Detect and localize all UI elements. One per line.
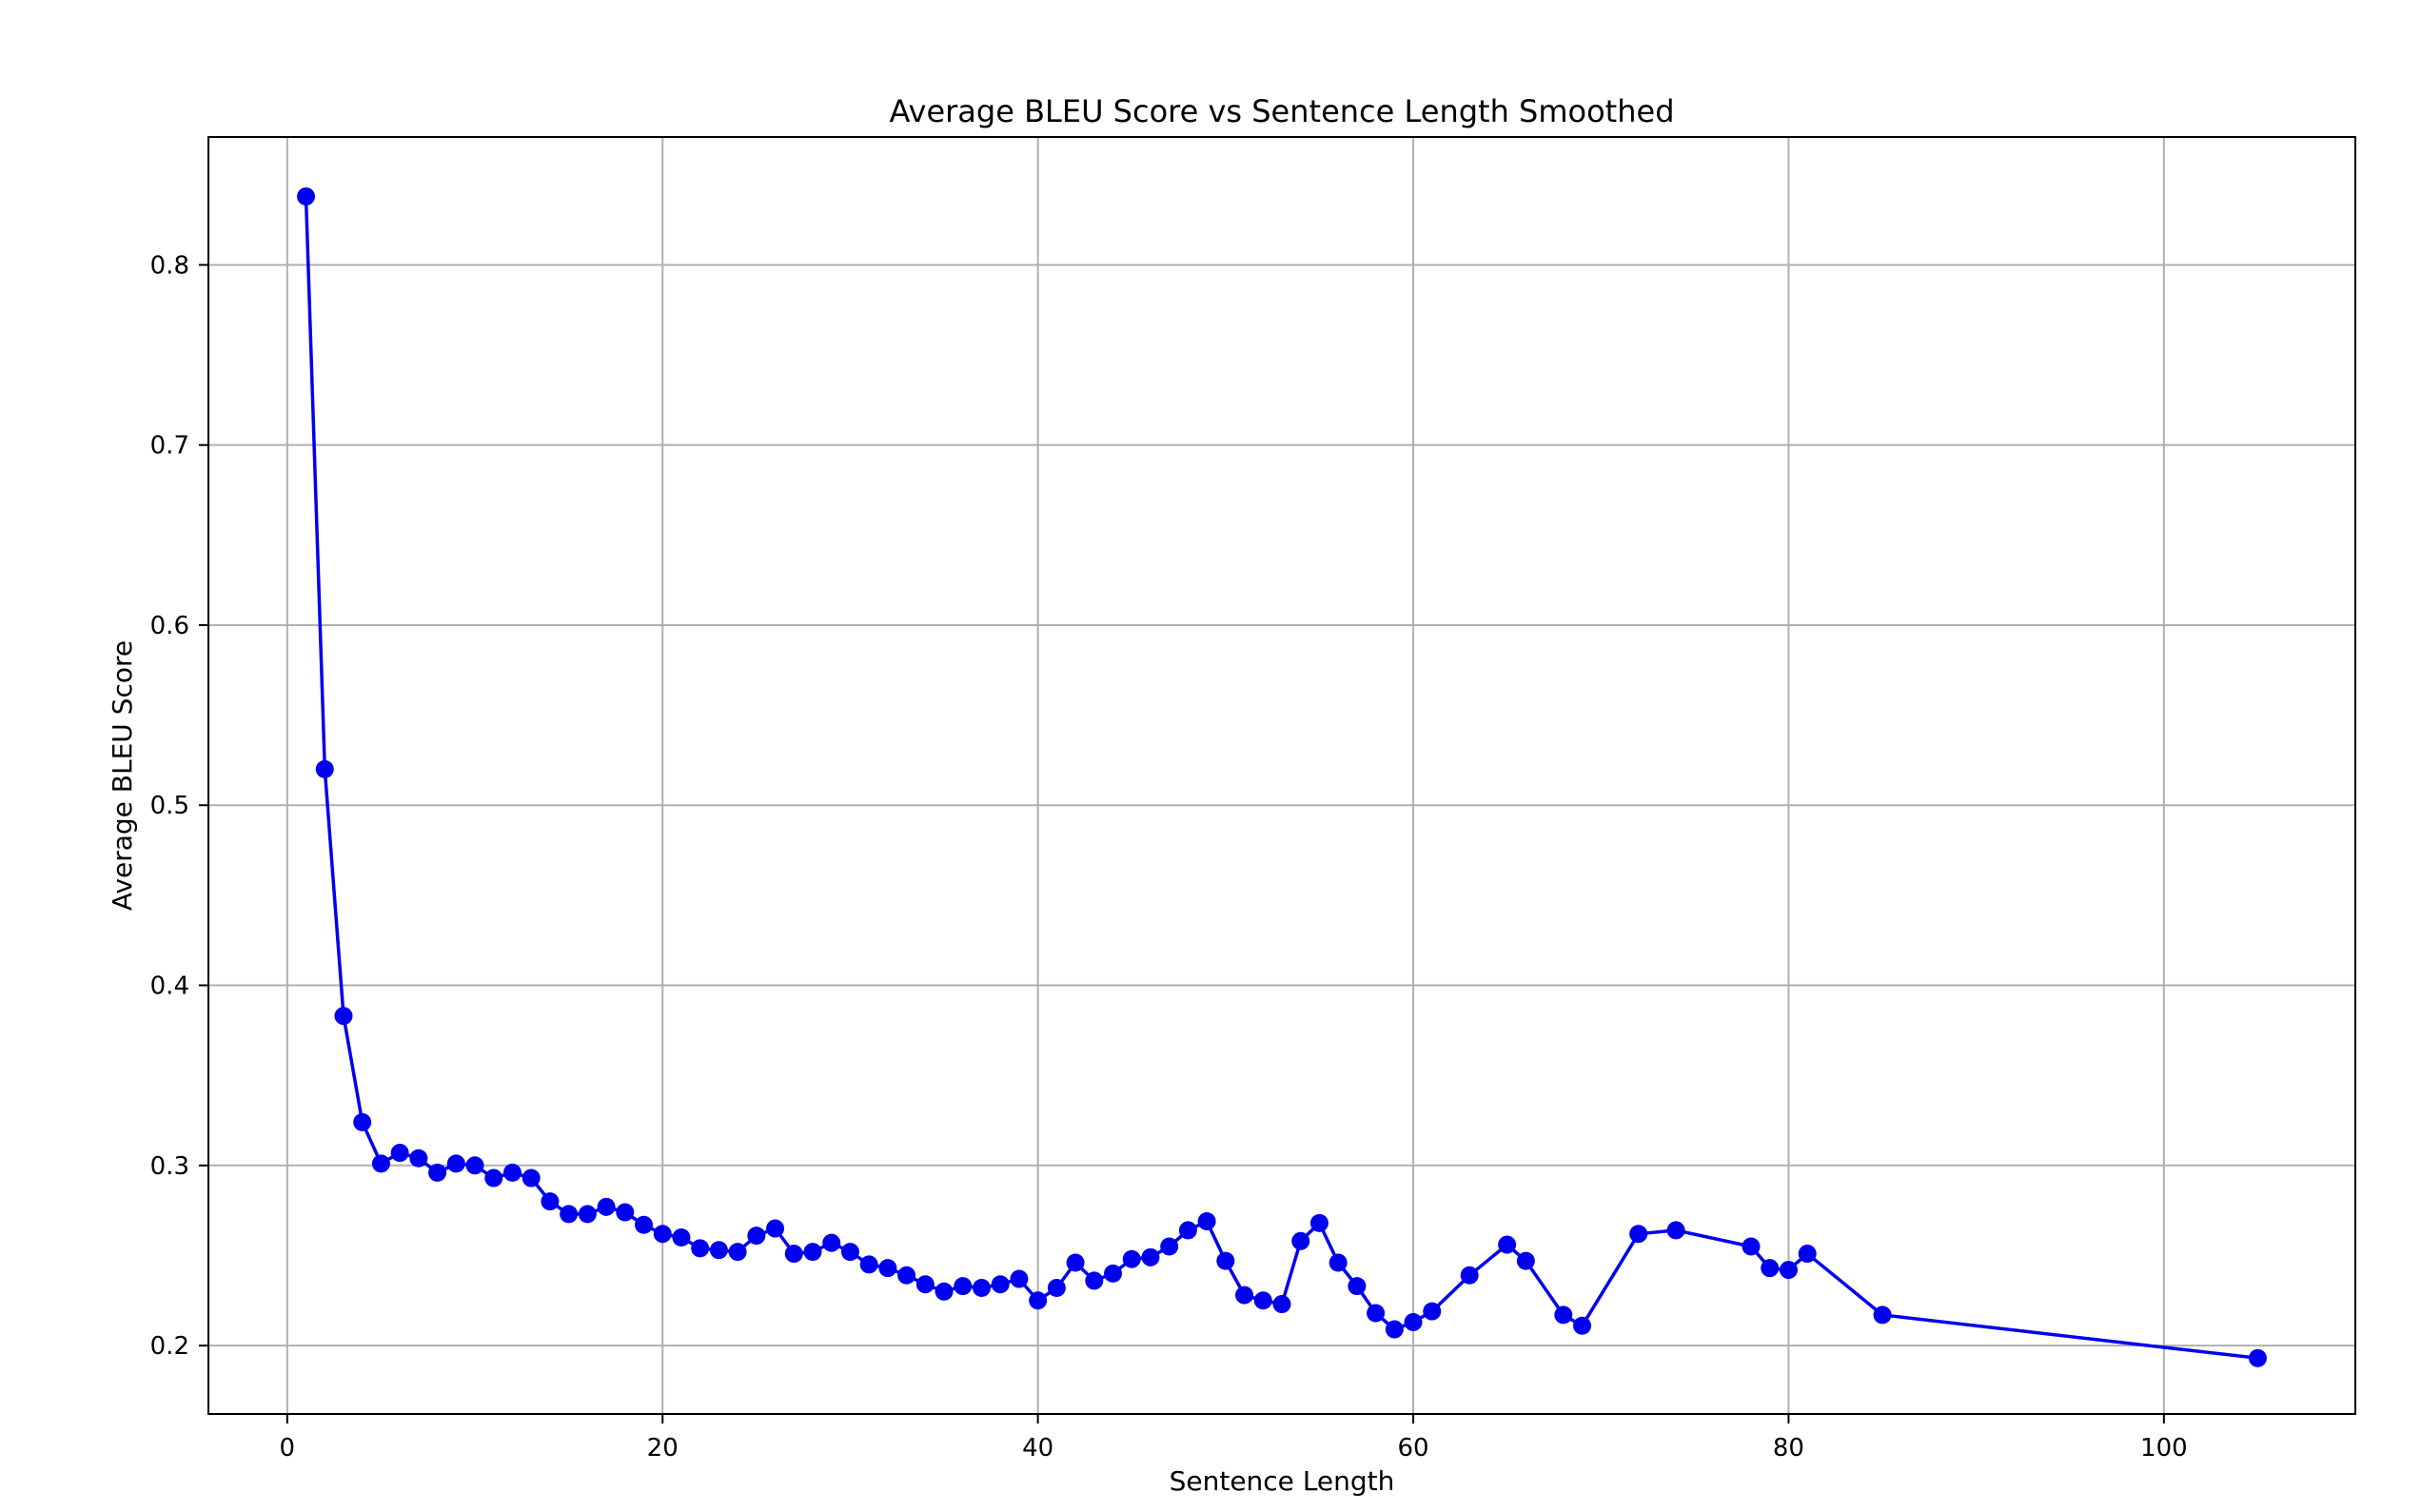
data-point: [616, 1203, 635, 1222]
data-point: [709, 1241, 728, 1260]
data-point: [1047, 1279, 1066, 1298]
x-tick-label: 0: [280, 1434, 296, 1463]
y-axis-label: Average BLEU Score: [107, 640, 138, 911]
y-tick-label: 0.5: [150, 792, 189, 820]
data-point: [1554, 1306, 1573, 1325]
data-point: [1873, 1306, 1892, 1325]
data-point: [297, 187, 316, 206]
data-point: [897, 1266, 916, 1285]
data-point: [1178, 1221, 1197, 1240]
data-point: [915, 1275, 935, 1294]
ticks: 0 20 40 60 80 100 0.2 0.3 0.4 0.5 0.6 0.7 0.8: [150, 251, 2188, 1463]
data-point: [1385, 1320, 1404, 1339]
data-point: [859, 1255, 878, 1274]
data-point: [1404, 1312, 1423, 1331]
data-point: [1516, 1251, 1535, 1270]
data-point: [1253, 1291, 1272, 1310]
data-point: [1742, 1237, 1761, 1256]
data-point: [353, 1112, 372, 1131]
data-point: [1309, 1213, 1329, 1232]
data-point: [822, 1233, 841, 1252]
data-point: [1216, 1251, 1235, 1270]
data-point: [1761, 1259, 1780, 1278]
data-point: [1085, 1271, 1104, 1290]
y-tick-label: 0.2: [150, 1332, 189, 1361]
data-point: [784, 1245, 803, 1264]
plot-frame: [207, 136, 2356, 1415]
data-point: [691, 1239, 710, 1258]
data-point: [1122, 1249, 1141, 1268]
data-point: [991, 1275, 1010, 1294]
data-point: [1141, 1247, 1160, 1267]
data-point: [1666, 1221, 1685, 1240]
data-point: [972, 1279, 991, 1298]
data-point: [728, 1243, 747, 1262]
data-point: [954, 1277, 973, 1296]
series-layer: [297, 187, 2267, 1367]
data-point: [1367, 1304, 1386, 1323]
data-point: [1235, 1286, 1254, 1305]
data-point: [371, 1154, 390, 1173]
data-point: [635, 1215, 654, 1234]
y-tick-label: 0.6: [150, 612, 189, 640]
data-point: [522, 1168, 541, 1188]
data-point: [2248, 1348, 2267, 1367]
data-point: [1104, 1264, 1123, 1283]
grid: [208, 137, 2355, 1414]
data-point: [560, 1205, 579, 1224]
data-point: [935, 1282, 954, 1301]
x-axis-label: Sentence Length: [1170, 1465, 1395, 1497]
data-point: [334, 1007, 353, 1026]
x-tick-label: 60: [1397, 1434, 1428, 1463]
data-point: [465, 1156, 484, 1175]
data-point: [1629, 1225, 1648, 1244]
data-point: [1197, 1211, 1216, 1230]
data-point: [390, 1144, 409, 1163]
data-point: [446, 1154, 465, 1173]
x-tick-label: 80: [1773, 1434, 1804, 1463]
y-tick-label: 0.8: [150, 251, 189, 280]
data-point: [1029, 1291, 1048, 1310]
data-point: [1460, 1266, 1479, 1285]
data-point: [1573, 1316, 1592, 1335]
data-point: [315, 759, 334, 778]
data-point: [578, 1205, 597, 1224]
y-tick-label: 0.7: [150, 432, 189, 461]
data-point: [1348, 1277, 1367, 1296]
x-tick-label: 20: [647, 1434, 679, 1463]
data-point: [1066, 1253, 1085, 1272]
x-tick-label: 40: [1022, 1434, 1053, 1463]
data-point: [1272, 1295, 1291, 1314]
x-tick-label: 100: [2140, 1434, 2188, 1463]
data-point: [1779, 1261, 1798, 1280]
data-point: [747, 1227, 766, 1246]
y-tick-label: 0.4: [150, 972, 189, 1001]
data-point: [484, 1168, 503, 1188]
data-point: [541, 1192, 560, 1211]
data-point: [428, 1163, 447, 1182]
y-tick-label: 0.3: [150, 1152, 189, 1181]
data-point: [409, 1149, 428, 1168]
data-point: [672, 1228, 691, 1247]
data-point: [1498, 1235, 1517, 1254]
data-point: [1160, 1237, 1179, 1256]
data-point: [878, 1259, 897, 1278]
data-point: [1291, 1231, 1310, 1250]
data-point: [1798, 1245, 1817, 1264]
data-point: [1010, 1269, 1029, 1288]
data-point: [803, 1243, 822, 1262]
data-point: [1329, 1253, 1348, 1272]
chart-title: Average BLEU Score vs Sentence Length Sm…: [889, 93, 1674, 129]
data-point: [597, 1197, 616, 1216]
data-point: [766, 1219, 785, 1238]
data-point: [1423, 1302, 1442, 1321]
data-point: [840, 1243, 859, 1262]
data-point: [502, 1163, 522, 1182]
data-point: [653, 1225, 672, 1244]
